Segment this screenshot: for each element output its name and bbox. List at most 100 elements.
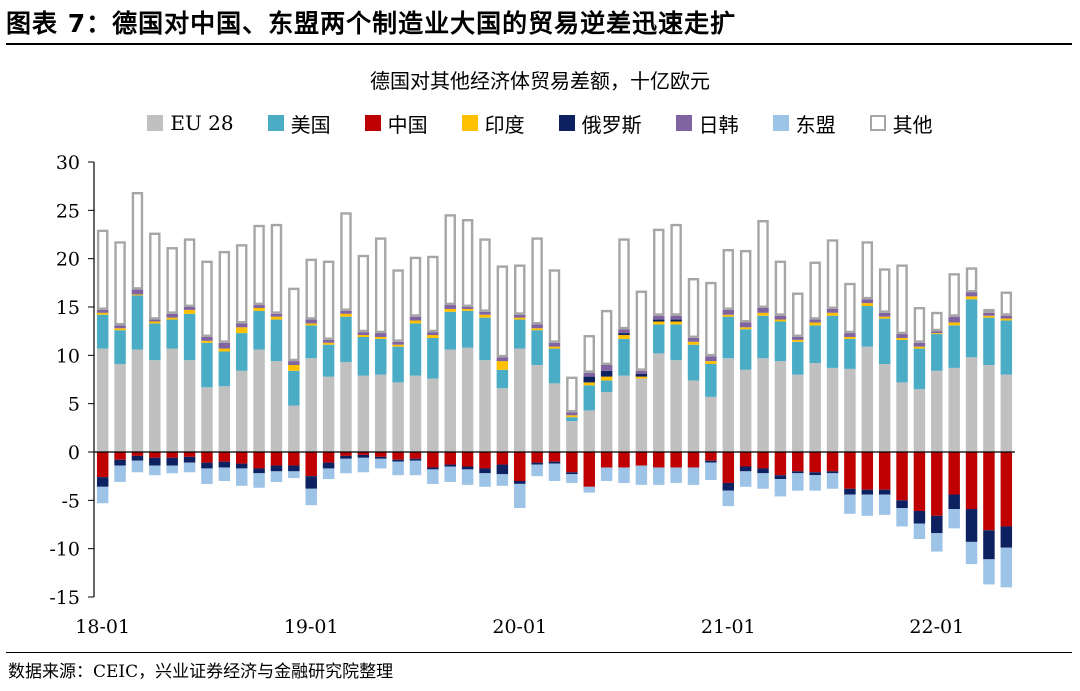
- bar-segment: [826, 473, 839, 489]
- bar-segment: [235, 323, 248, 328]
- bar-segment: [409, 458, 422, 461]
- bar-segment: [201, 340, 213, 343]
- bar-segment: [514, 264, 526, 315]
- bar-segment: [913, 510, 926, 524]
- legend-swatch: [772, 115, 789, 131]
- y-tick-label: 25: [56, 200, 80, 222]
- bar-segment: [96, 229, 109, 310]
- bar-segment: [305, 258, 317, 320]
- bar-segment: [600, 309, 613, 366]
- bar-segment: [931, 515, 943, 534]
- bar-segment: [288, 465, 300, 472]
- bar-segment: [461, 469, 474, 485]
- legend-swatch: [675, 115, 692, 131]
- bar-segment: [1000, 291, 1013, 316]
- bar-segment: [670, 319, 682, 322]
- bar-segment: [253, 452, 265, 469]
- bar-segment: [427, 469, 439, 484]
- bar-segment: [948, 316, 960, 323]
- bar-segment: [531, 365, 543, 452]
- bar-segment: [479, 311, 491, 315]
- bar-segment: [201, 462, 213, 469]
- bar-segment: [566, 415, 578, 418]
- bar-segment: [948, 494, 960, 510]
- bar-segment: [861, 452, 874, 490]
- bar-segment: [757, 468, 769, 474]
- bar-segment: [600, 467, 613, 481]
- bar-segment: [444, 214, 456, 306]
- bar-segment: [931, 333, 943, 335]
- bar-segment: [861, 241, 874, 300]
- bar-segment: [809, 472, 821, 476]
- bar-segment: [357, 452, 370, 455]
- bar-segment: [687, 380, 700, 452]
- bar-segment: [409, 256, 422, 317]
- bar-segment: [409, 320, 422, 324]
- bar-segment: [792, 471, 804, 474]
- bar-segment: [114, 325, 126, 329]
- bar-segment: [739, 327, 752, 330]
- bar-segment: [305, 323, 317, 326]
- bar-segment: [270, 465, 283, 472]
- bar-segment: [844, 488, 856, 495]
- x-tick-label: 21-01: [701, 616, 756, 638]
- bar-segment: [340, 362, 352, 452]
- bar-segment: [809, 475, 821, 491]
- bar-segment: [444, 349, 456, 452]
- bar-segment: [496, 357, 509, 362]
- bar-segment: [288, 365, 300, 371]
- bar-segment: [583, 335, 595, 373]
- bar-segment: [218, 348, 231, 352]
- bar-segment: [253, 473, 265, 488]
- bar-segment: [444, 464, 456, 467]
- bar-segment: [653, 353, 665, 452]
- bar-segment: [583, 452, 595, 487]
- bar-segment: [409, 323, 422, 376]
- bar-segment: [514, 319, 526, 349]
- bar-segment: [774, 361, 787, 452]
- legend-swatch: [147, 115, 164, 131]
- bar-segment: [792, 473, 804, 491]
- bar-segment: [201, 452, 213, 463]
- bar-segment: [809, 363, 821, 452]
- bar-segment: [444, 305, 456, 309]
- bar-segment: [878, 364, 891, 452]
- bar-segment: [826, 315, 839, 368]
- bar-segment: [739, 466, 752, 472]
- bar-segment: [983, 365, 995, 452]
- bar-segment: [844, 338, 856, 369]
- bar-segment: [270, 316, 283, 320]
- legend-label: 中国: [387, 112, 428, 137]
- bar-segment: [166, 247, 178, 314]
- bar-segment: [687, 278, 700, 338]
- bar-segment: [183, 456, 196, 463]
- x-tick-label: 18-01: [75, 616, 130, 638]
- bar-segment: [983, 315, 995, 318]
- bar-segment: [461, 310, 474, 348]
- bar-segment: [531, 324, 543, 329]
- bar-segment: [496, 388, 509, 452]
- bar-segment: [305, 476, 317, 489]
- bar-segment: [948, 322, 960, 326]
- bar-segment: [114, 452, 126, 460]
- legend-label: 其他: [892, 112, 933, 137]
- bar-segment: [739, 329, 752, 370]
- bar-segment: [253, 310, 265, 350]
- bar-segment: [114, 241, 126, 326]
- bar-segment: [235, 463, 248, 469]
- bar-segment: [114, 364, 126, 452]
- bar-segment: [983, 317, 995, 365]
- bar-segment: [983, 312, 995, 316]
- bar-segment: [340, 458, 352, 474]
- bar-segment: [444, 311, 456, 350]
- bar-segment: [583, 486, 595, 493]
- bar-segment: [149, 465, 161, 476]
- bar-segment: [357, 454, 370, 458]
- bar-segment: [270, 313, 283, 317]
- bar-segment: [218, 452, 231, 462]
- bar-segment: [739, 322, 752, 328]
- bar-segment: [166, 348, 178, 452]
- bar-segment: [322, 452, 335, 463]
- bar-segment: [861, 494, 874, 516]
- bar-segment: [340, 455, 352, 459]
